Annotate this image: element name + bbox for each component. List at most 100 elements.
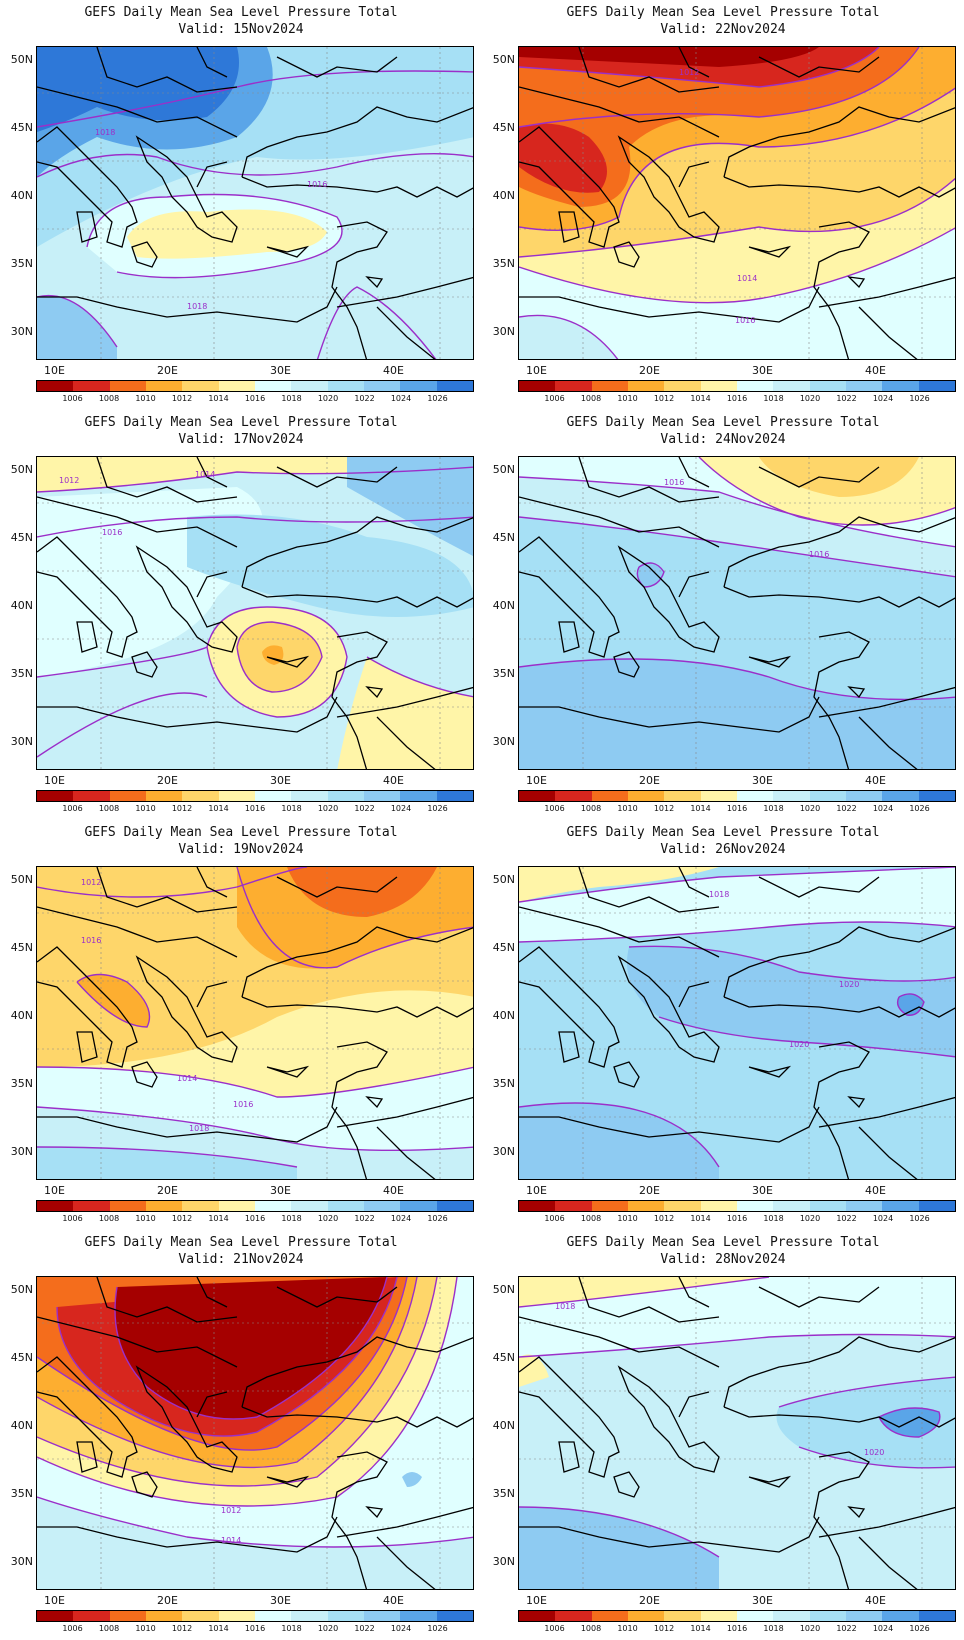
colorbar-swatch [218,381,255,391]
colorbar-swatch [436,1611,473,1621]
latitude-label: 45N [10,941,33,954]
latitude-label: 35N [492,1487,515,1500]
coastline [613,1061,640,1088]
coastline [858,716,918,769]
colorbar-label: 1016 [244,804,266,813]
isobar-line [519,867,955,903]
colorbar-label: 1018 [281,394,302,403]
colorbar-label: 1010 [135,394,156,403]
coastline [196,47,228,78]
isobar-label: 1016 [307,180,327,189]
colorbar-label: 1020 [317,1214,339,1223]
latitude-label: 40N [492,599,515,612]
colorbar-swatch [918,1611,955,1621]
coastline [847,686,866,699]
coastline [336,686,473,718]
colorbar-swatch [773,381,810,391]
isobar-label: 1016 [809,550,829,559]
longitude-label: 20E [157,1184,178,1197]
isobar-label: 1020 [839,980,859,989]
colorbar-label: 1008 [580,1214,602,1223]
colorbar-swatch [519,381,556,391]
colorbar-label: 1012 [171,1624,193,1633]
isobar-line [519,658,955,701]
colorbar-swatch [519,791,556,801]
coastline [818,686,955,718]
isobar-line [519,314,619,359]
colorbar-swatch [37,791,74,801]
colorbar-swatch [700,791,737,801]
colorbar-swatch [37,1201,74,1211]
colorbar-label: 1006 [544,1214,565,1223]
latitude-label: 50N [492,873,515,886]
pressure-fill [187,514,473,617]
pressure-fill [519,867,955,942]
colorbar-swatch [400,791,437,801]
colorbar [518,1610,956,1622]
coastline [858,1536,918,1589]
colorbar-swatch [809,1611,846,1621]
map-panel: GEFS Daily Mean Sea Level Pressure Total… [482,820,964,1230]
coastline [613,651,640,678]
coastline [331,1041,388,1179]
valid-date: Valid: 15Nov2024 [178,22,304,37]
colorbar-swatch [809,791,846,801]
colorbar-label: 1008 [580,1624,602,1633]
coastline [266,1475,310,1488]
colorbar-label: 1024 [872,804,894,813]
longitude-label: 20E [157,1594,178,1607]
colorbar-label: 1020 [799,1214,821,1223]
coastline [131,241,158,268]
isobar-line [37,516,473,538]
coastline [723,1406,955,1428]
coastline [196,867,228,898]
pressure-map: 1018 1020 [518,1276,956,1590]
colorbar-swatch [773,1611,810,1621]
colorbar-label: 1016 [244,1624,266,1633]
map-panel: GEFS Daily Mean Sea Level Pressure Total… [0,1230,482,1640]
colorbar-swatch [736,381,774,391]
coastline [241,176,473,198]
colorbar-label: 1016 [726,804,748,813]
colorbar-label: 1022 [836,394,857,403]
colorbar-label: 1010 [617,804,638,813]
colorbar-label: 1014 [690,1624,711,1633]
colorbar-label: 1006 [62,394,83,403]
coastline [131,1471,158,1498]
coastline [519,1106,820,1143]
longitude-label: 40E [865,774,886,787]
coastline [617,135,720,243]
colorbar-label: 1014 [208,394,229,403]
isobar-label: 1020 [864,1448,884,1457]
colorbar-label: 1018 [763,1624,784,1633]
isobar-line [628,945,955,982]
colorbar-swatch [845,1201,883,1211]
colorbar-label: 1016 [726,394,748,403]
coastline [723,516,955,588]
longitude-label: 10E [44,1594,65,1607]
coastline [678,457,710,488]
coastline [241,996,473,1018]
pressure-fill [637,563,664,587]
coastline [276,1286,398,1308]
colorbar-swatch [882,1611,919,1621]
isobar-line [519,1102,720,1168]
longitude-label: 40E [383,1594,404,1607]
coastline [135,545,238,653]
colorbar-swatch [291,791,328,801]
pressure-fill [37,295,117,359]
colorbar-swatch [627,1201,665,1211]
coastline [365,1096,384,1109]
pressure-fill [519,315,618,359]
coastline [266,245,310,258]
longitude-label: 40E [383,774,404,787]
latitude-label: 40N [10,1419,33,1432]
coastline [37,496,238,548]
longitude-label: 20E [157,364,178,377]
longitude-label: 30E [270,774,291,787]
latitude-label: 40N [492,1009,515,1022]
title-text: GEFS Daily Mean Sea Level Pressure Total [84,1235,398,1250]
coastline [266,655,310,668]
isobar-label: 1018 [189,1124,209,1133]
colorbar-label: 1012 [653,1214,675,1223]
